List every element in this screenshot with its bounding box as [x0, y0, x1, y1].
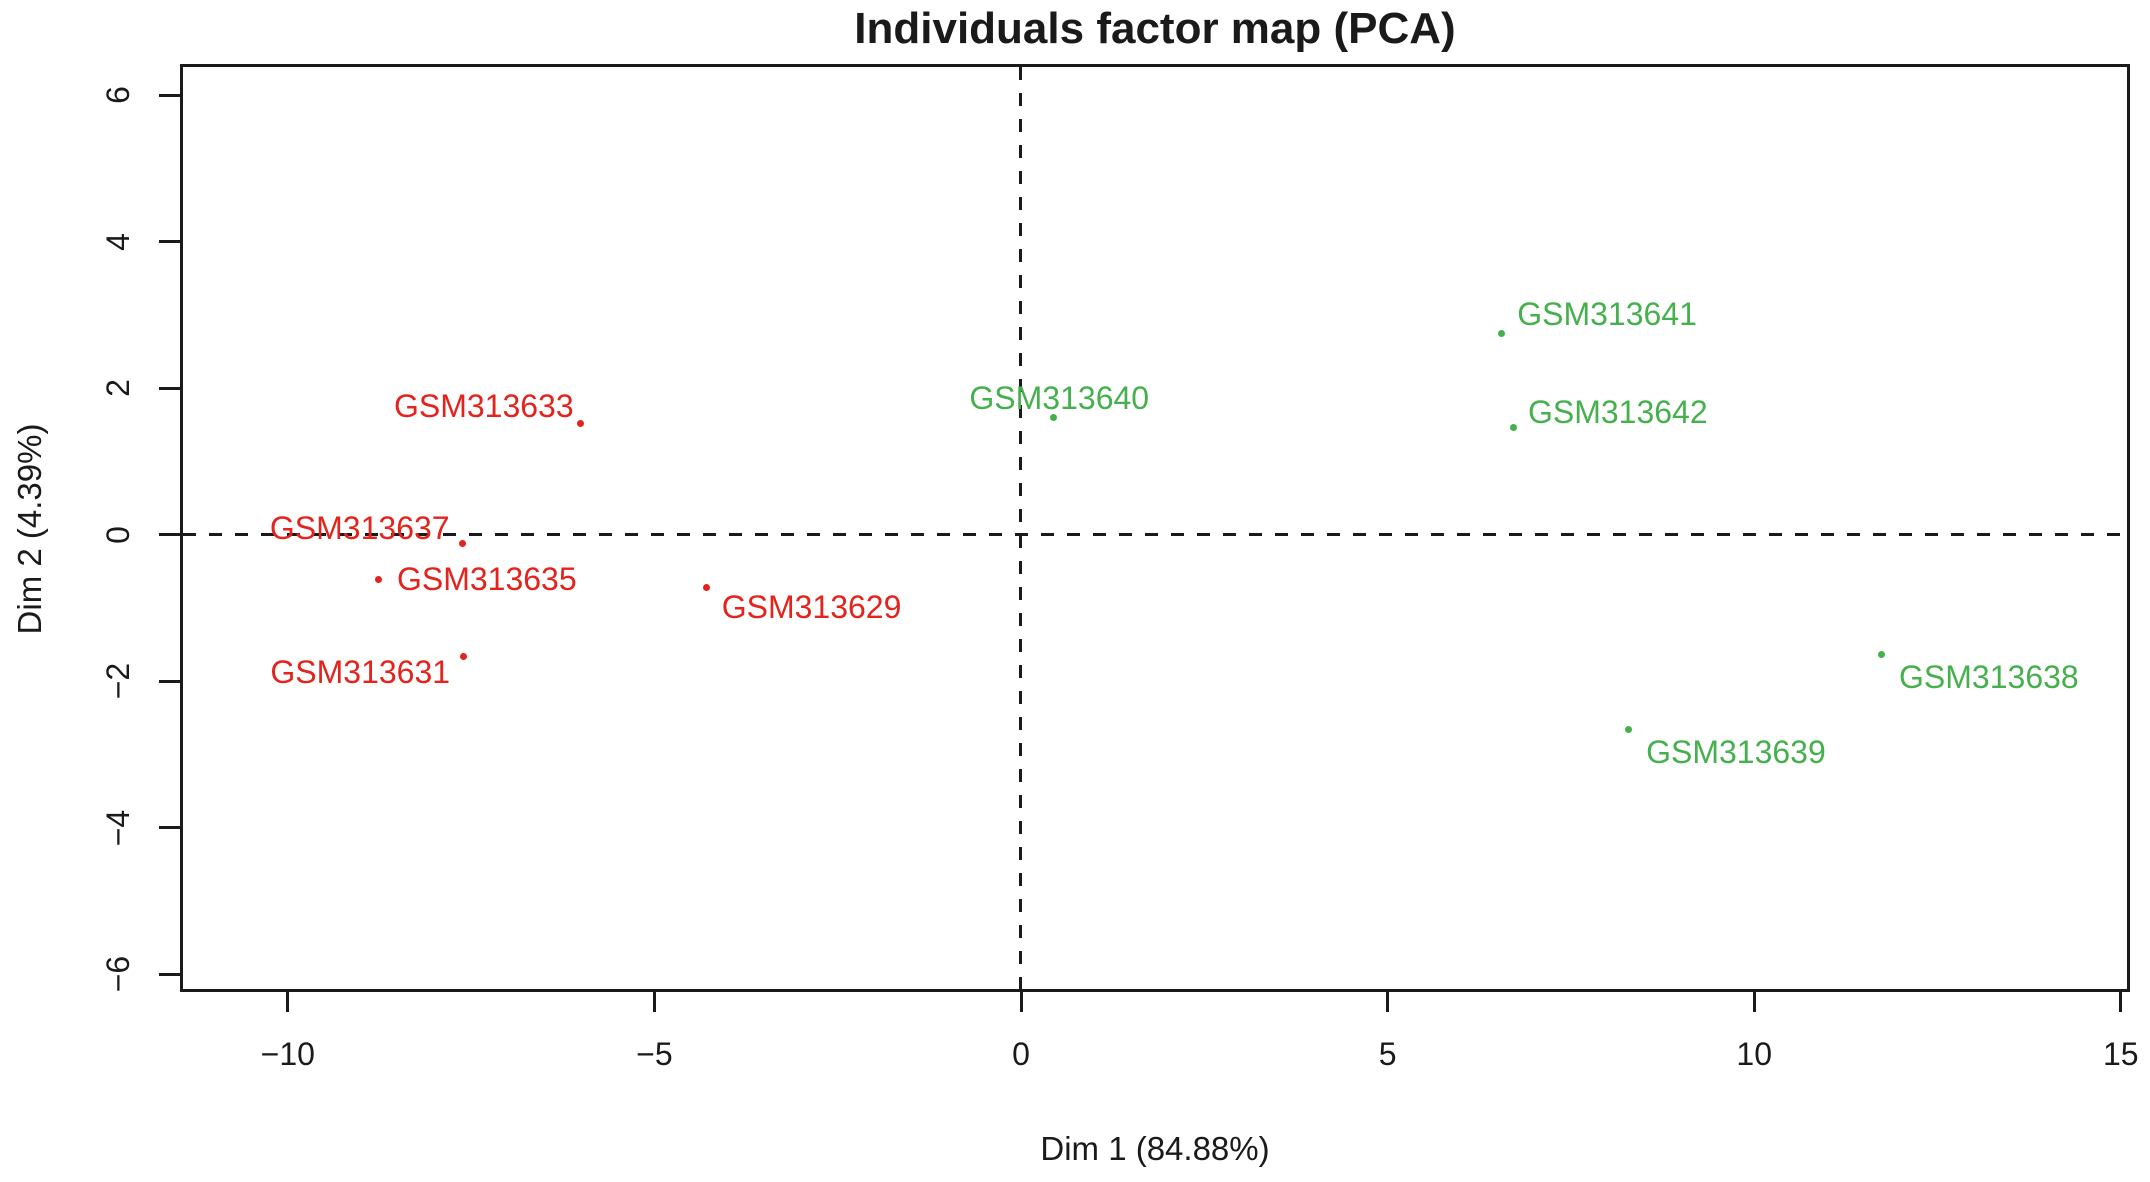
data-point-GSM313633: [576, 420, 584, 428]
x-axis-tick: [1019, 991, 1023, 1012]
x-axis-tick-label: 0: [1012, 1036, 1030, 1072]
y-axis-tick-label: −4: [100, 809, 136, 846]
data-point-GSM313629: [702, 584, 710, 592]
x-axis-tick-label: 10: [1736, 1036, 1772, 1072]
point-label-GSM313629: GSM313629: [721, 589, 902, 626]
point-label-GSM313638: GSM313638: [1899, 658, 2079, 695]
x-axis-tick: [1386, 991, 1390, 1012]
y-axis-tick: [159, 972, 180, 976]
y-axis-tick-label: 6: [100, 86, 136, 104]
data-point-GSM313641: [1498, 330, 1506, 338]
y-axis-tick-label: −6: [100, 955, 136, 993]
y-axis-tick-label: −2: [100, 662, 136, 700]
point-label-GSM313639: GSM313639: [1646, 734, 1826, 771]
data-point-GSM313638: [1878, 650, 1886, 658]
zero-horizontal-dashed-line: [183, 533, 2127, 536]
data-point-GSM313631: [460, 653, 468, 661]
zero-vertical-dashed-line: [1019, 67, 1022, 989]
y-axis-tick-label: 2: [100, 379, 136, 397]
x-axis-title: Dim 1 (84.88%): [1040, 1130, 1270, 1167]
point-label-GSM313633: GSM313633: [393, 388, 574, 425]
chart-title: Individuals factor map (PCA): [854, 4, 1456, 53]
x-axis-tick: [1752, 991, 1756, 1012]
y-axis-tick: [159, 240, 180, 243]
data-point-GSM313642: [1509, 423, 1517, 431]
data-point-GSM313637: [458, 540, 466, 548]
x-axis-tick-label: 15: [2103, 1036, 2139, 1072]
point-label-GSM313635: GSM313635: [396, 561, 577, 598]
point-label-GSM313640: GSM313640: [969, 380, 1150, 417]
x-axis-tick-label: 5: [1378, 1036, 1397, 1072]
x-axis-tick: [286, 991, 290, 1012]
y-axis-title: Dim 2 (4.39%): [11, 423, 48, 635]
y-axis-tick: [159, 93, 180, 97]
y-axis-tick: [159, 533, 180, 536]
y-axis-tick-label: 4: [100, 232, 136, 251]
data-point-GSM313639: [1625, 726, 1633, 734]
plot-area-border: [180, 64, 2130, 992]
y-axis-tick: [159, 386, 180, 390]
point-label-GSM313637: GSM313637: [269, 510, 450, 547]
point-label-GSM313641: GSM313641: [1517, 296, 1697, 333]
x-axis-tick-label: −5: [636, 1036, 673, 1072]
x-axis-tick: [652, 991, 656, 1012]
point-label-GSM313631: GSM313631: [270, 654, 451, 691]
x-axis-tick: [2119, 991, 2123, 1012]
x-axis-tick-label: −10: [260, 1036, 315, 1072]
y-axis-tick: [159, 826, 180, 829]
y-axis-tick: [159, 679, 180, 683]
y-axis-tick-label: 0: [100, 525, 136, 544]
point-label-GSM313642: GSM313642: [1527, 393, 1708, 430]
data-point-GSM313635: [374, 576, 382, 584]
data-point-GSM313640: [1050, 414, 1058, 422]
